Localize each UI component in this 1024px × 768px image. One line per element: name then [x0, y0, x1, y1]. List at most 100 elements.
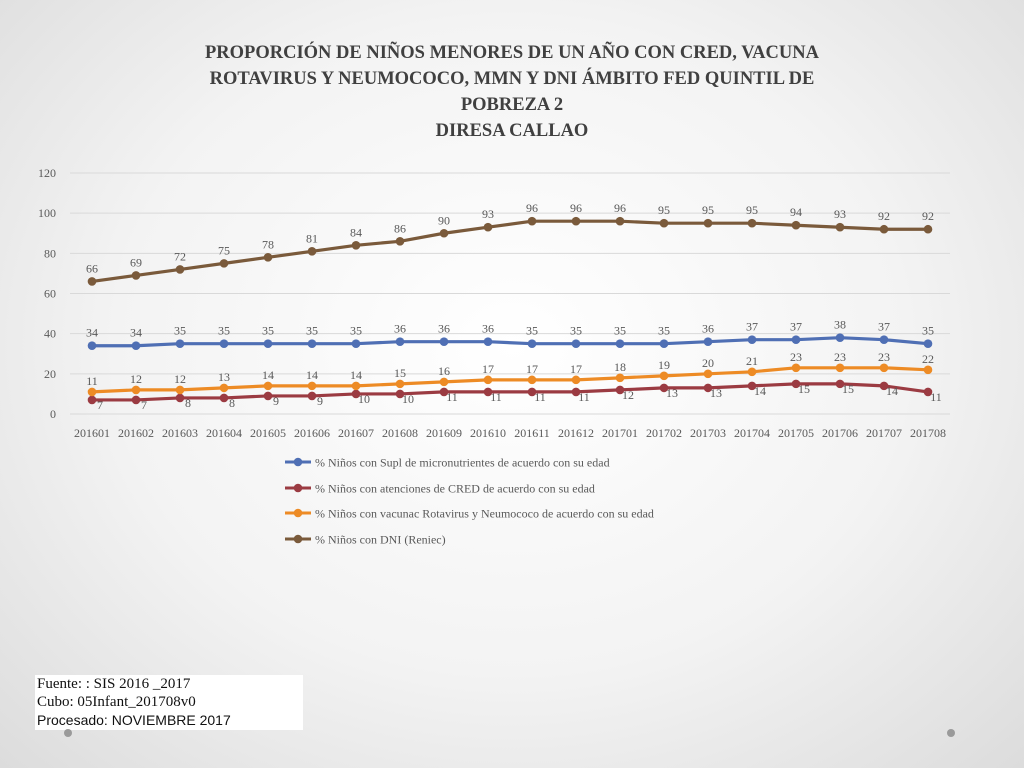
- data-point: [131, 271, 141, 280]
- data-point: [175, 265, 185, 274]
- data-label: 18: [614, 360, 626, 374]
- data-label: 75: [218, 243, 230, 257]
- y-tick-label: 20: [44, 367, 56, 381]
- legend-label: % Niños con Supl de micronutrientes de a…: [315, 456, 610, 470]
- data-point: [703, 218, 713, 228]
- series-line: [90, 382, 930, 402]
- legend-label: % Niños con DNI (Reniec): [315, 533, 446, 547]
- data-point: [395, 337, 405, 347]
- data-label: 8: [229, 396, 235, 410]
- data-label: 9: [317, 394, 323, 408]
- data-label: 23: [878, 350, 890, 364]
- data-point: [351, 339, 361, 349]
- data-point: [483, 337, 493, 347]
- data-point: [659, 218, 669, 228]
- data-label: 19: [658, 358, 670, 372]
- data-point: [615, 385, 625, 395]
- data-point: [439, 228, 449, 238]
- data-point: [703, 337, 713, 347]
- data-point: [175, 385, 185, 395]
- x-tick-label: 201706: [822, 426, 858, 440]
- x-tick-label: 201606: [294, 426, 330, 440]
- data-label: 94: [790, 205, 802, 219]
- data-point: [703, 383, 713, 393]
- data-point: [483, 222, 493, 232]
- x-tick-label: 201603: [162, 426, 198, 440]
- data-point: [351, 389, 361, 399]
- data-point: [659, 371, 669, 381]
- data-label: 9: [273, 394, 279, 408]
- data-point: [835, 222, 845, 232]
- data-label: 90: [438, 213, 450, 227]
- data-label: 14: [306, 368, 318, 382]
- data-label: 93: [834, 207, 846, 221]
- data-point: [923, 339, 933, 349]
- data-label: 35: [570, 324, 582, 338]
- data-label: 92: [922, 209, 934, 223]
- data-point: [747, 335, 757, 344]
- data-label: 14: [350, 368, 362, 382]
- data-point: [395, 379, 405, 389]
- chart-title-line-1: PROPORCIÓN DE NIÑOS MENORES DE UN AÑO CO…: [205, 43, 819, 63]
- y-tick-label: 80: [44, 246, 56, 260]
- data-point: [923, 387, 933, 397]
- data-point: [307, 391, 317, 401]
- data-label: 34: [86, 326, 98, 340]
- source-line: Fuente: : SIS 2016 _2017: [37, 676, 191, 692]
- data-point: [263, 381, 273, 391]
- data-label: 14: [262, 368, 274, 382]
- data-label: 37: [878, 320, 890, 334]
- data-label: 15: [394, 366, 406, 380]
- data-label: 11: [930, 390, 942, 404]
- data-label: 36: [482, 322, 494, 336]
- data-point: [307, 247, 317, 256]
- legend-swatch-marker: [293, 483, 303, 493]
- data-label: 12: [174, 372, 186, 386]
- data-label: 37: [790, 320, 802, 334]
- data-point: [571, 387, 581, 397]
- data-point: [175, 339, 185, 349]
- data-point: [879, 224, 889, 234]
- processed-line: Procesado: NOVIEMBRE 2017: [37, 712, 231, 728]
- x-tick-label: 201609: [426, 426, 462, 440]
- data-point: [131, 395, 141, 405]
- x-tick-label: 201602: [118, 426, 154, 440]
- data-label: 93: [482, 207, 494, 221]
- data-label: 84: [350, 225, 362, 239]
- data-point: [483, 375, 493, 385]
- data-point: [87, 277, 97, 286]
- data-label: 14: [886, 384, 898, 398]
- data-label: 11: [446, 390, 458, 404]
- data-label: 12: [130, 372, 142, 386]
- data-point: [659, 339, 669, 349]
- x-tick-label: 201607: [338, 426, 374, 440]
- data-point: [747, 218, 757, 228]
- data-point: [923, 365, 933, 375]
- legend-swatch-marker: [293, 508, 303, 518]
- data-label: 35: [306, 324, 318, 338]
- x-tick-label: 201611: [514, 426, 550, 440]
- y-tick-label: 120: [38, 166, 56, 180]
- data-label: 10: [402, 392, 414, 406]
- data-point: [571, 339, 581, 349]
- data-point: [219, 259, 229, 268]
- data-label: 17: [482, 362, 494, 376]
- data-label: 35: [262, 324, 274, 338]
- data-label: 13: [710, 386, 722, 400]
- data-label: 38: [834, 318, 846, 332]
- data-point: [923, 224, 933, 234]
- series-line: [90, 366, 930, 394]
- series-line: [90, 336, 930, 348]
- data-label: 11: [490, 390, 502, 404]
- data-point: [835, 363, 845, 373]
- data-point: [219, 393, 229, 403]
- data-point: [307, 339, 317, 349]
- data-label: 8: [185, 396, 191, 410]
- data-label: 72: [174, 249, 186, 263]
- chart-title-line-3: POBREZA 2: [460, 95, 564, 115]
- data-label: 78: [262, 237, 274, 251]
- data-point: [527, 216, 537, 226]
- chart-title: PROPORCIÓN DE NIÑOS MENORES DE UN AÑO CO…: [150, 40, 874, 144]
- data-label: 37: [746, 320, 758, 334]
- data-point: [87, 395, 97, 405]
